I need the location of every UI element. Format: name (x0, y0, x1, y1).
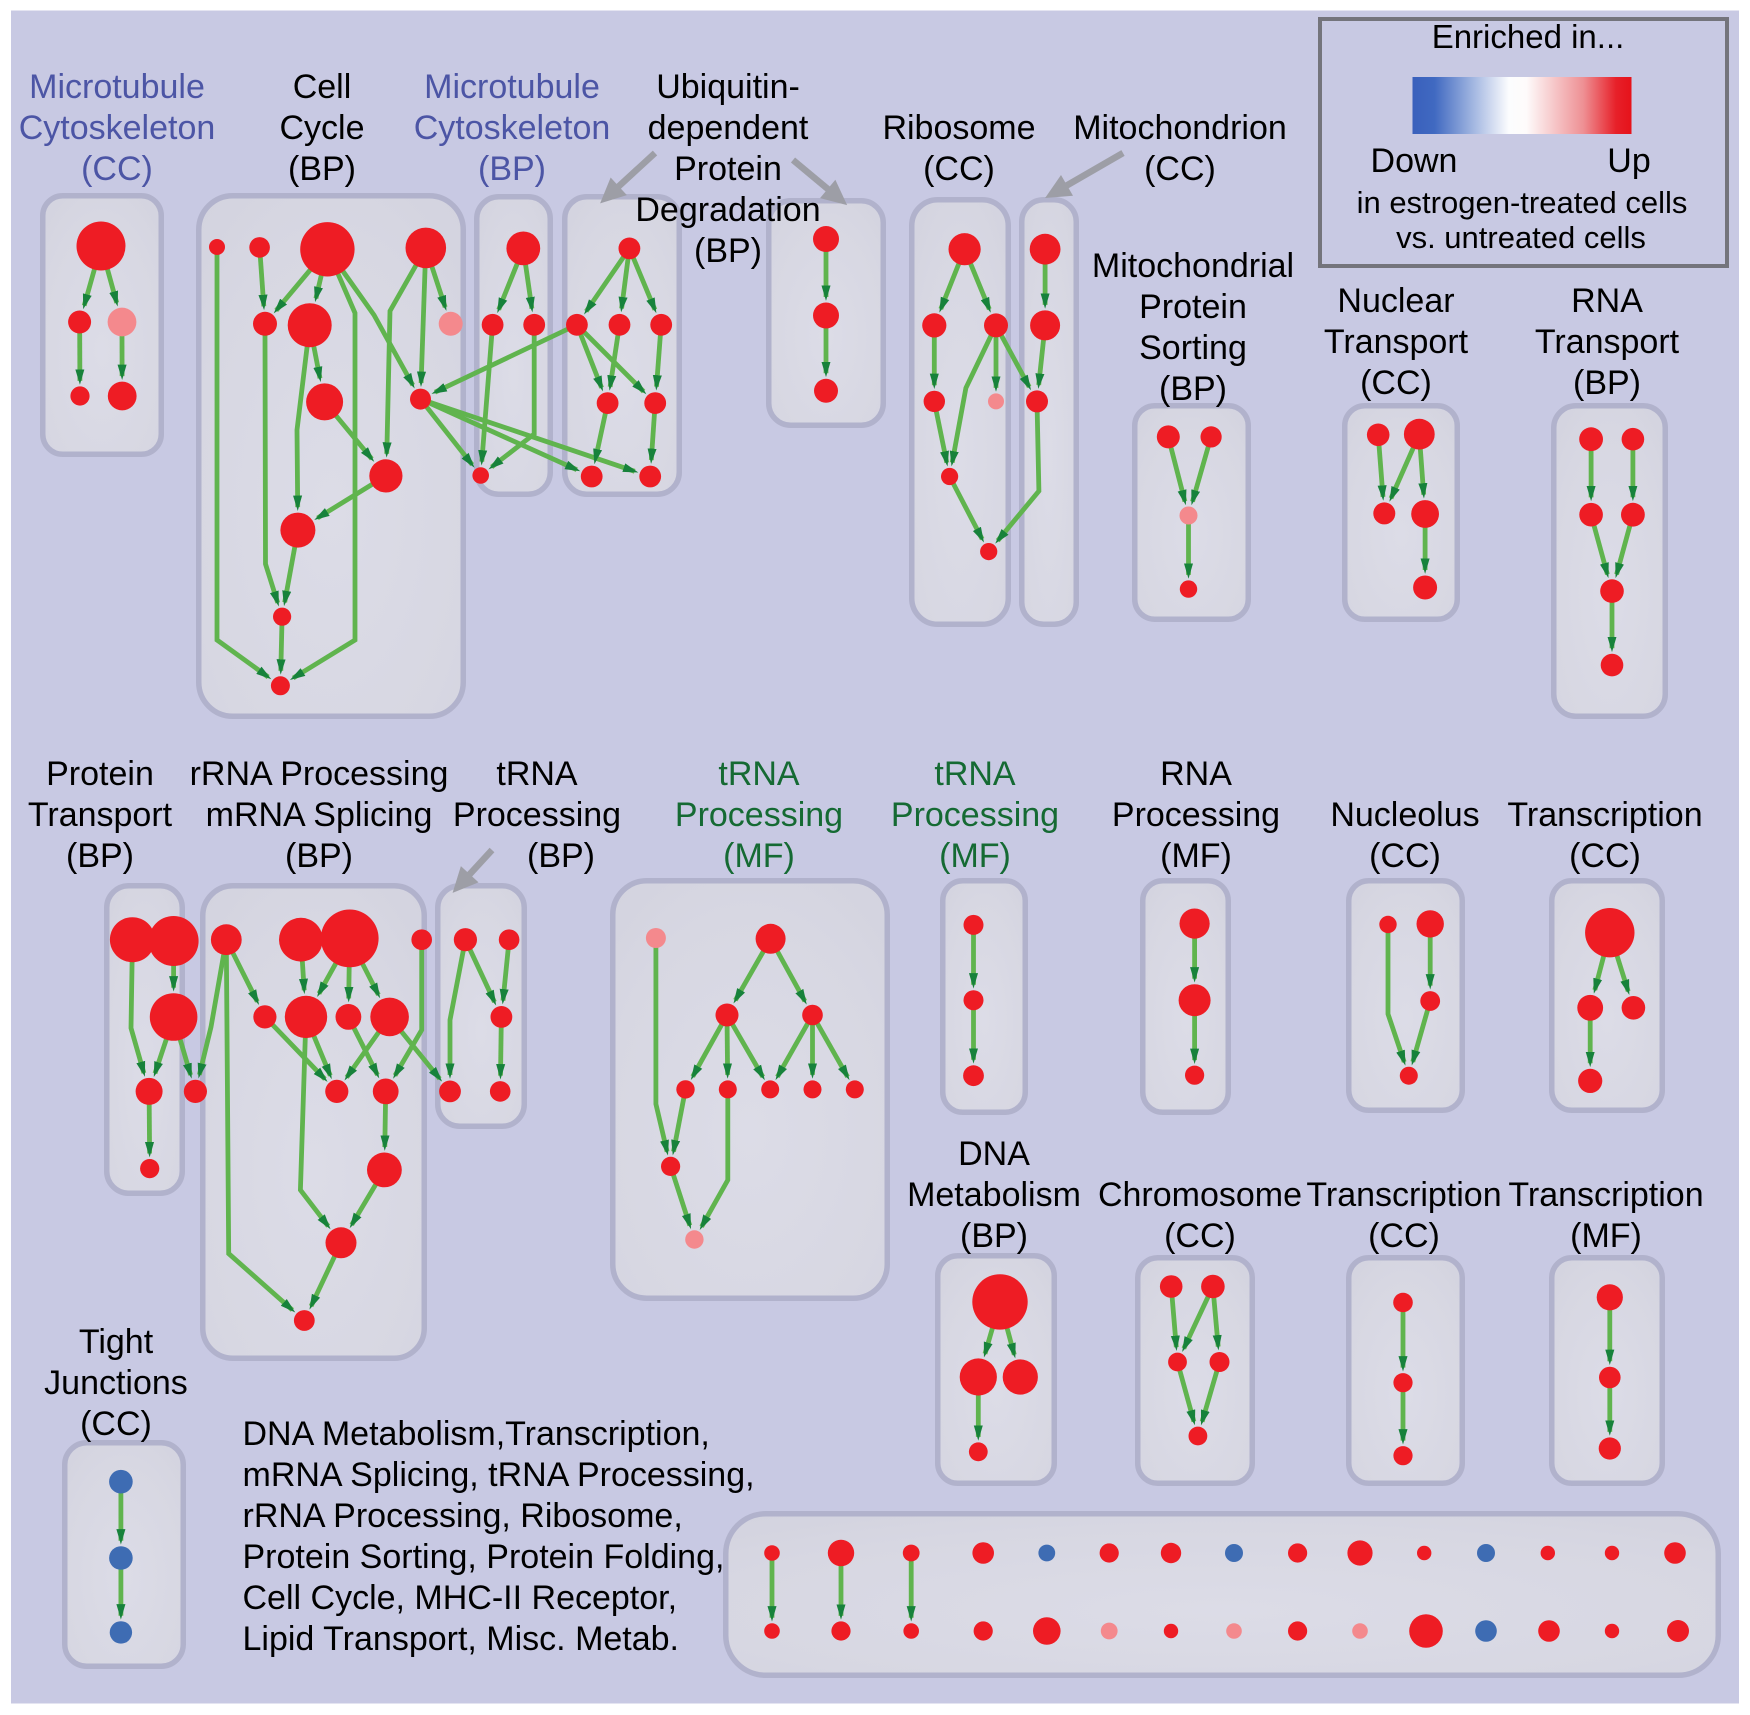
svg-text:dependent: dependent (648, 109, 809, 147)
svg-text:Processing: Processing (1112, 796, 1280, 834)
svg-text:Ribosome: Ribosome (882, 109, 1035, 147)
svg-text:(BP): (BP) (694, 232, 762, 270)
svg-text:(CC): (CC) (1569, 837, 1641, 875)
svg-text:Protein: Protein (46, 755, 154, 793)
svg-text:Transcription: Transcription (1306, 1176, 1501, 1214)
svg-text:Mitochondrial: Mitochondrial (1092, 247, 1294, 285)
svg-text:(CC): (CC) (1164, 1217, 1236, 1255)
svg-text:(BP): (BP) (478, 150, 546, 188)
svg-text:mRNA Splicing, tRNA Processing: mRNA Splicing, tRNA Processing, (243, 1456, 755, 1494)
svg-text:Transcription: Transcription (1507, 796, 1702, 834)
svg-text:Mitochondrion: Mitochondrion (1073, 109, 1287, 147)
svg-text:(CC): (CC) (1369, 837, 1441, 875)
svg-text:Ubiquitin-: Ubiquitin- (656, 68, 800, 106)
svg-text:(CC): (CC) (1144, 150, 1216, 188)
svg-text:vs. untreated cells: vs. untreated cells (1396, 220, 1646, 255)
svg-text:Processing: Processing (891, 796, 1059, 834)
svg-text:Cytoskeleton: Cytoskeleton (414, 109, 611, 147)
svg-text:(CC): (CC) (80, 1405, 152, 1443)
svg-text:Transport: Transport (28, 796, 173, 834)
svg-text:Down: Down (1371, 142, 1458, 180)
svg-text:(BP): (BP) (66, 837, 134, 875)
svg-text:(MF): (MF) (939, 837, 1011, 875)
svg-text:DNA Metabolism,Transcription,: DNA Metabolism,Transcription, (243, 1415, 710, 1453)
svg-text:Protein: Protein (674, 150, 782, 188)
svg-text:Protein Sorting, Protein Foldi: Protein Sorting, Protein Folding, (243, 1538, 725, 1576)
svg-text:Protein: Protein (1139, 288, 1247, 326)
svg-text:Processing: Processing (453, 796, 621, 834)
svg-text:RNA: RNA (1571, 282, 1643, 320)
svg-text:(CC): (CC) (923, 150, 995, 188)
svg-text:in estrogen-treated cells: in estrogen-treated cells (1357, 185, 1688, 220)
svg-text:Cell: Cell (293, 68, 352, 106)
svg-text:(BP): (BP) (285, 837, 353, 875)
svg-text:Sorting: Sorting (1139, 329, 1247, 367)
svg-text:Transport: Transport (1535, 323, 1680, 361)
svg-text:Chromosome: Chromosome (1098, 1176, 1302, 1214)
svg-text:(MF): (MF) (723, 837, 795, 875)
svg-text:DNA: DNA (958, 1135, 1030, 1173)
svg-text:Processing: Processing (675, 796, 843, 834)
svg-text:(CC): (CC) (1368, 1217, 1440, 1255)
svg-text:(MF): (MF) (1570, 1217, 1642, 1255)
svg-text:Up: Up (1607, 142, 1650, 180)
svg-text:tRNA: tRNA (496, 755, 578, 793)
svg-text:rRNA Processing, Ribosome,: rRNA Processing, Ribosome, (243, 1497, 683, 1535)
svg-text:Nucleolus: Nucleolus (1330, 796, 1479, 834)
svg-text:(BP): (BP) (960, 1217, 1028, 1255)
svg-text:Cell Cycle, MHC-II Receptor,: Cell Cycle, MHC-II Receptor, (243, 1579, 678, 1617)
svg-text:Enriched in...: Enriched in... (1432, 18, 1625, 55)
svg-text:(CC): (CC) (81, 150, 153, 188)
svg-text:Transport: Transport (1324, 323, 1469, 361)
svg-text:(MF): (MF) (1160, 837, 1232, 875)
svg-text:(BP): (BP) (1573, 364, 1641, 402)
svg-text:Cytoskeleton: Cytoskeleton (19, 109, 216, 147)
svg-text:RNA: RNA (1160, 755, 1232, 793)
svg-text:Metabolism: Metabolism (907, 1176, 1081, 1214)
svg-text:rRNA Processing: rRNA Processing (190, 755, 449, 793)
svg-text:Cycle: Cycle (279, 109, 364, 147)
svg-text:mRNA Splicing: mRNA Splicing (206, 796, 433, 834)
svg-text:(BP): (BP) (288, 150, 356, 188)
svg-text:Tight: Tight (79, 1323, 154, 1361)
svg-text:Degradation: Degradation (635, 191, 820, 229)
svg-text:Transcription: Transcription (1508, 1176, 1703, 1214)
svg-text:Microtubule: Microtubule (424, 68, 600, 106)
svg-text:Junctions: Junctions (44, 1364, 188, 1402)
svg-text:(BP): (BP) (1159, 370, 1227, 408)
svg-text:tRNA: tRNA (718, 755, 800, 793)
svg-text:Lipid Transport, Misc. Metab.: Lipid Transport, Misc. Metab. (243, 1620, 680, 1658)
svg-text:Nuclear: Nuclear (1337, 282, 1454, 320)
svg-text:(CC): (CC) (1360, 364, 1432, 402)
svg-text:Microtubule: Microtubule (29, 68, 205, 106)
svg-text:tRNA: tRNA (934, 755, 1016, 793)
svg-text:(BP): (BP) (527, 837, 595, 875)
